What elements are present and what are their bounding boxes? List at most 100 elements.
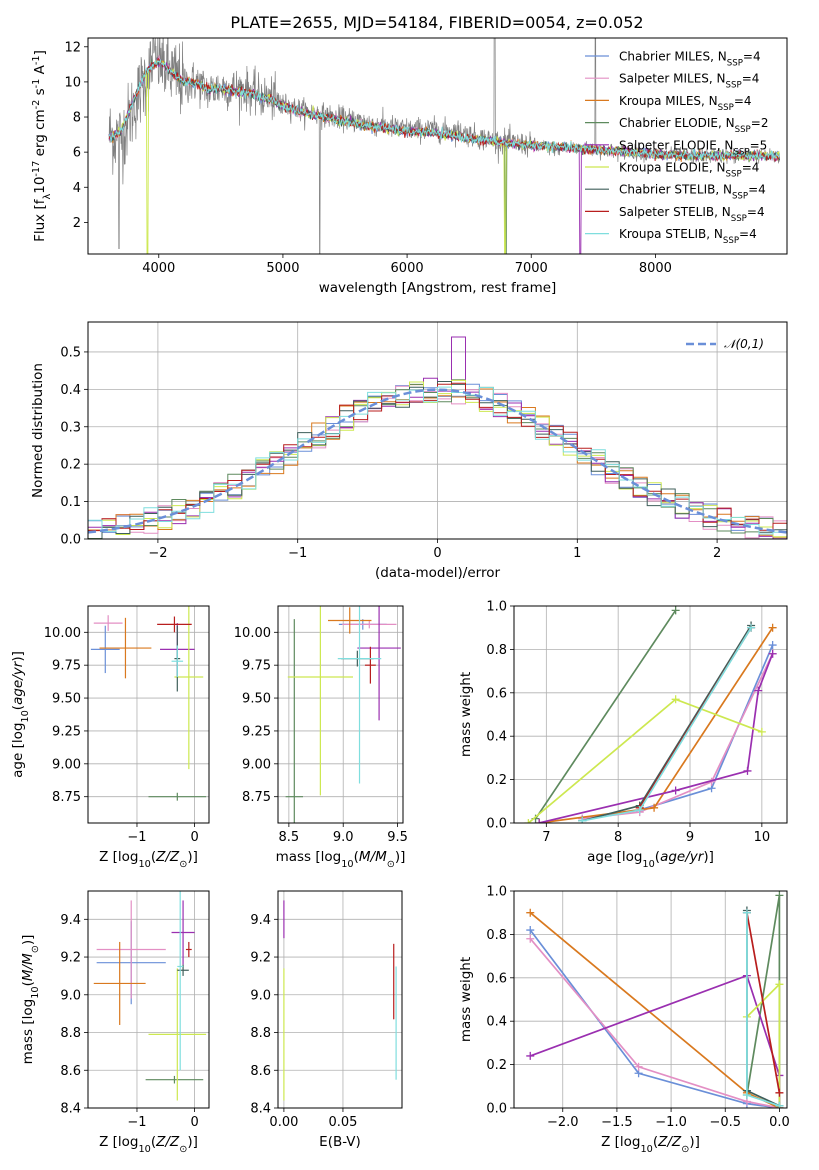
mass-weight-point <box>535 819 544 823</box>
mass-weight-point <box>768 623 777 632</box>
x-tick-label: −1 <box>127 830 146 845</box>
axes-frame <box>513 890 788 1109</box>
y-tick-label: 8.8 <box>250 1026 271 1041</box>
y-axis-label: mass weight <box>458 957 474 1042</box>
mass-weight-line <box>534 609 677 820</box>
y-tick-label: 8.6 <box>60 1064 81 1079</box>
histogram-step <box>88 386 787 535</box>
mass-weight-point <box>757 727 766 736</box>
y-tick-label: 9.0 <box>250 988 271 1003</box>
y-tick-label: 9.2 <box>60 951 81 966</box>
mass-weight-point <box>768 649 777 658</box>
x-tick-label: 8000 <box>639 261 672 276</box>
y-tick-label: 0.8 <box>486 643 507 658</box>
legend-label: 𝒩(0,1) <box>724 337 764 351</box>
x-tick-label: 7 <box>542 830 550 845</box>
y-tick-label: 0.4 <box>486 730 507 745</box>
y-tick-label: 10.00 <box>234 626 271 641</box>
y-tick-label: 9.75 <box>52 659 81 674</box>
axes-frame <box>277 890 403 1109</box>
y-tick-label: 0.6 <box>486 686 507 701</box>
x-axis-label: E(B-V) <box>319 1134 361 1150</box>
plot-area <box>88 336 787 539</box>
panel-massweight-vs-Z: −2.0 −1.5 −1.0 −0.5 0.0 0.0 0.2 0.4 0.6 0.8 1.0 Z [… <box>458 885 790 1155</box>
y-tick-label: 1.0 <box>486 600 507 615</box>
y-tick-label: 0.0 <box>60 533 81 548</box>
y-tick-label: 9.2 <box>250 951 271 966</box>
panel-mass-vs-Z: −1 0 8.4 8.6 8.8 9.0 9.2 9.4 Z [log10(Z/Z⊙)] mass… <box>20 890 210 1155</box>
y-tick-label: 4 <box>73 181 81 196</box>
axes-frame <box>87 321 788 540</box>
y-tick-label: 6 <box>73 146 81 161</box>
axes-frame <box>87 890 210 1109</box>
figure-title: PLATE=2655, MJD=54184, FIBERID=0054, z=0… <box>230 13 643 32</box>
plot-area <box>526 891 784 1108</box>
mass-weight-point <box>747 623 756 632</box>
x-axis-label: age [log10(age/yr)] <box>587 849 714 870</box>
x-axis-label: wavelength [Angstrom, rest frame] <box>319 280 557 296</box>
x-tick-label: 4000 <box>142 261 175 276</box>
y-tick-label: 8.75 <box>242 790 271 805</box>
x-tick-label: 0.05 <box>328 1115 357 1130</box>
x-tick-label: 0 <box>190 1115 198 1130</box>
x-tick-label: −0.5 <box>709 1115 741 1130</box>
spectrum-model-line <box>108 58 781 162</box>
y-tick-label: 0.4 <box>60 383 81 398</box>
legend-label: Chabrier MILES, NSSP=4 <box>619 50 761 69</box>
x-tick-label: −2.0 <box>547 1115 579 1130</box>
mass-weight-point <box>526 1051 535 1060</box>
x-tick-label: 9 <box>686 830 694 845</box>
mass-weight-line <box>746 912 781 1093</box>
legend-label: Kroupa STELIB, NSSP=4 <box>619 227 757 246</box>
x-tick-label: 5000 <box>266 261 299 276</box>
x-axis-label: mass [log10(M/M⊙)] <box>276 849 406 870</box>
y-axis-label: mass [log10(M/M⊙)] <box>20 935 41 1065</box>
y-tick-label: 10 <box>64 75 81 90</box>
mass-weight-point <box>671 606 680 615</box>
x-tick-label: 8.5 <box>279 830 300 845</box>
x-tick-label: 9.0 <box>333 830 354 845</box>
plot-area <box>524 606 777 823</box>
mass-weight-point <box>671 695 680 704</box>
legend-label: Kroupa MILES, NSSP=4 <box>619 94 752 113</box>
y-tick-label: 8.6 <box>250 1064 271 1079</box>
x-tick-label: 6000 <box>391 261 424 276</box>
x-tick-label: 0 <box>433 546 441 561</box>
mass-weight-point <box>526 926 535 935</box>
x-tick-label: 0.0 <box>769 1115 790 1130</box>
x-tick-label: 8 <box>614 830 622 845</box>
gaussian-curve <box>88 388 787 534</box>
mass-weight-point <box>768 641 777 650</box>
axes-frame <box>87 605 210 824</box>
y-tick-label: 9.00 <box>52 757 81 772</box>
mass-weight-point <box>526 908 535 917</box>
x-tick-label: 1 <box>573 546 581 561</box>
plot-area <box>90 606 207 801</box>
y-tick-label: 2 <box>73 216 81 231</box>
legend-label: Salpeter ELODIE, NSSP=5 <box>619 138 767 157</box>
y-tick-label: 9.4 <box>250 913 271 928</box>
x-tick-label: −1 <box>288 546 307 561</box>
mass-weight-point <box>671 786 680 795</box>
x-tick-label: −1.5 <box>601 1115 633 1130</box>
y-tick-label: 9.50 <box>242 692 271 707</box>
plot-area <box>285 606 401 823</box>
y-tick-label: 0.4 <box>486 1015 507 1030</box>
x-tick-label: −1.0 <box>655 1115 687 1130</box>
y-tick-label: 0.2 <box>60 458 81 473</box>
x-tick-label: 7000 <box>515 261 548 276</box>
y-tick-label: 12 <box>64 40 81 55</box>
mass-weight-point <box>650 803 659 812</box>
x-tick-label: −2 <box>148 546 167 561</box>
mass-weight-point <box>634 1062 643 1071</box>
y-axis-label: Flux [fλ10-17 erg cm-2 s-1 A-1] <box>31 50 53 242</box>
y-tick-label: 8.4 <box>250 1102 271 1117</box>
plot-area <box>283 900 397 1101</box>
mass-weight-point <box>635 805 644 814</box>
y-tick-label: 1.0 <box>486 885 507 900</box>
x-tick-label: 0 <box>190 830 198 845</box>
y-tick-label: 9.00 <box>242 757 271 772</box>
y-axis-label: Normed distribution <box>30 363 46 498</box>
mass-weight-point <box>524 819 533 823</box>
panel-age-vs-mass: 8.5 9.0 9.5 8.75 9.00 9.25 9.50 9.75 10.00 mass [… <box>234 605 408 870</box>
